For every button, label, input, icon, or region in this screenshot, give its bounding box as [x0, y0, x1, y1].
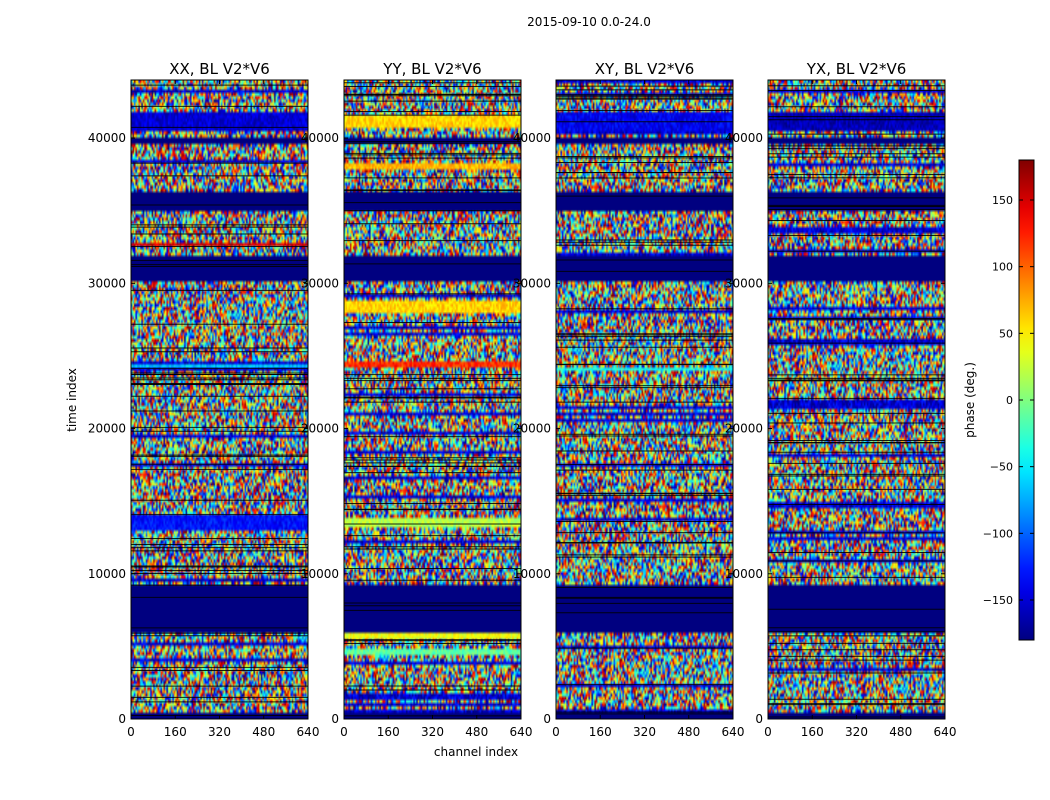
- x-tick-label: 320: [633, 725, 656, 739]
- colorbar-tick-label: 100: [992, 261, 1013, 274]
- y-tick-label: 0: [331, 712, 339, 726]
- phase-heatmap: [344, 80, 521, 719]
- axis-labels: channel index time index: [65, 368, 518, 759]
- y-tick-label: 10000: [513, 567, 551, 581]
- phase-heatmap: [768, 80, 945, 719]
- panel-title: YX, BL V2*V6: [806, 60, 907, 78]
- y-tick-label: 20000: [725, 422, 763, 436]
- y-tick-label: 10000: [88, 567, 126, 581]
- y-tick-label: 20000: [88, 422, 126, 436]
- y-tick-label: 30000: [301, 276, 339, 290]
- y-tick-label: 30000: [725, 276, 763, 290]
- y-axis-label: time index: [65, 368, 79, 432]
- x-tick-label: 0: [127, 725, 135, 739]
- panels-group: XX, BL V2*V6 0 160 320 480 640 0 10000 20000 3000…: [88, 60, 957, 739]
- y-tick-label: 0: [755, 712, 763, 726]
- colorbar-tick-label: −150: [983, 594, 1013, 607]
- colorbar-label: phase (deg.): [963, 362, 977, 438]
- x-tick-label: 320: [845, 725, 868, 739]
- x-tick-label: 480: [252, 725, 275, 739]
- y-tick-label: 20000: [301, 422, 339, 436]
- panel-title: XY, BL V2*V6: [595, 60, 695, 78]
- colorbar-tick-label: −100: [983, 527, 1013, 540]
- panel-title: YY, BL V2*V6: [382, 60, 481, 78]
- y-tick-label: 0: [118, 712, 126, 726]
- x-tick-label: 160: [801, 725, 824, 739]
- x-tick-label: 160: [377, 725, 400, 739]
- x-tick-label: 0: [340, 725, 348, 739]
- x-tick-label: 640: [934, 725, 957, 739]
- x-tick-label: 160: [589, 725, 612, 739]
- x-tick-label: 320: [208, 725, 231, 739]
- figure-title: 2015-09-10 0.0-24.0: [527, 15, 651, 29]
- colorbar: 150 100 50 0 −50 −100 −150 phase (deg.): [963, 159, 1035, 641]
- x-tick-label: 0: [764, 725, 772, 739]
- x-axis-label: channel index: [434, 745, 518, 759]
- x-tick-label: 640: [297, 725, 320, 739]
- y-tick-label: 30000: [88, 276, 126, 290]
- x-tick-label: 480: [889, 725, 912, 739]
- y-tick-label: 10000: [301, 567, 339, 581]
- phase-heatmap: [131, 80, 308, 719]
- x-tick-label: 480: [677, 725, 700, 739]
- colorbar-tick-label: 150: [992, 194, 1013, 207]
- panel-yy: YY, BL V2*V6 0 160 320 480 640 0 10000 20000 3000…: [301, 60, 533, 739]
- x-tick-label: 640: [510, 725, 533, 739]
- y-tick-label: 40000: [88, 131, 126, 145]
- panel-yx: YX, BL V2*V6 0 160 320 480 640 0 10000 20000 3000…: [725, 60, 957, 739]
- x-tick-label: 0: [552, 725, 560, 739]
- y-tick-label: 40000: [725, 131, 763, 145]
- y-tick-label: 40000: [301, 131, 339, 145]
- x-tick-label: 320: [421, 725, 444, 739]
- panel-xx: XX, BL V2*V6 0 160 320 480 640 0 10000 20000 3000…: [88, 60, 320, 739]
- y-tick-label: 20000: [513, 422, 551, 436]
- phase-heatmap: [556, 80, 733, 719]
- colorbar-tick-label: −50: [990, 461, 1013, 474]
- y-tick-label: 10000: [725, 567, 763, 581]
- x-tick-label: 160: [164, 725, 187, 739]
- y-tick-label: 40000: [513, 131, 551, 145]
- x-tick-label: 640: [722, 725, 745, 739]
- x-tick-label: 480: [465, 725, 488, 739]
- colorbar-tick-label: 50: [999, 327, 1013, 340]
- panel-xy: XY, BL V2*V6 0 160 320 480 640 0 10000 20000 3000…: [513, 60, 745, 739]
- colorbar-tick-label: 0: [1006, 394, 1013, 407]
- y-tick-label: 30000: [513, 276, 551, 290]
- panel-title: XX, BL V2*V6: [169, 60, 270, 78]
- y-tick-label: 0: [543, 712, 551, 726]
